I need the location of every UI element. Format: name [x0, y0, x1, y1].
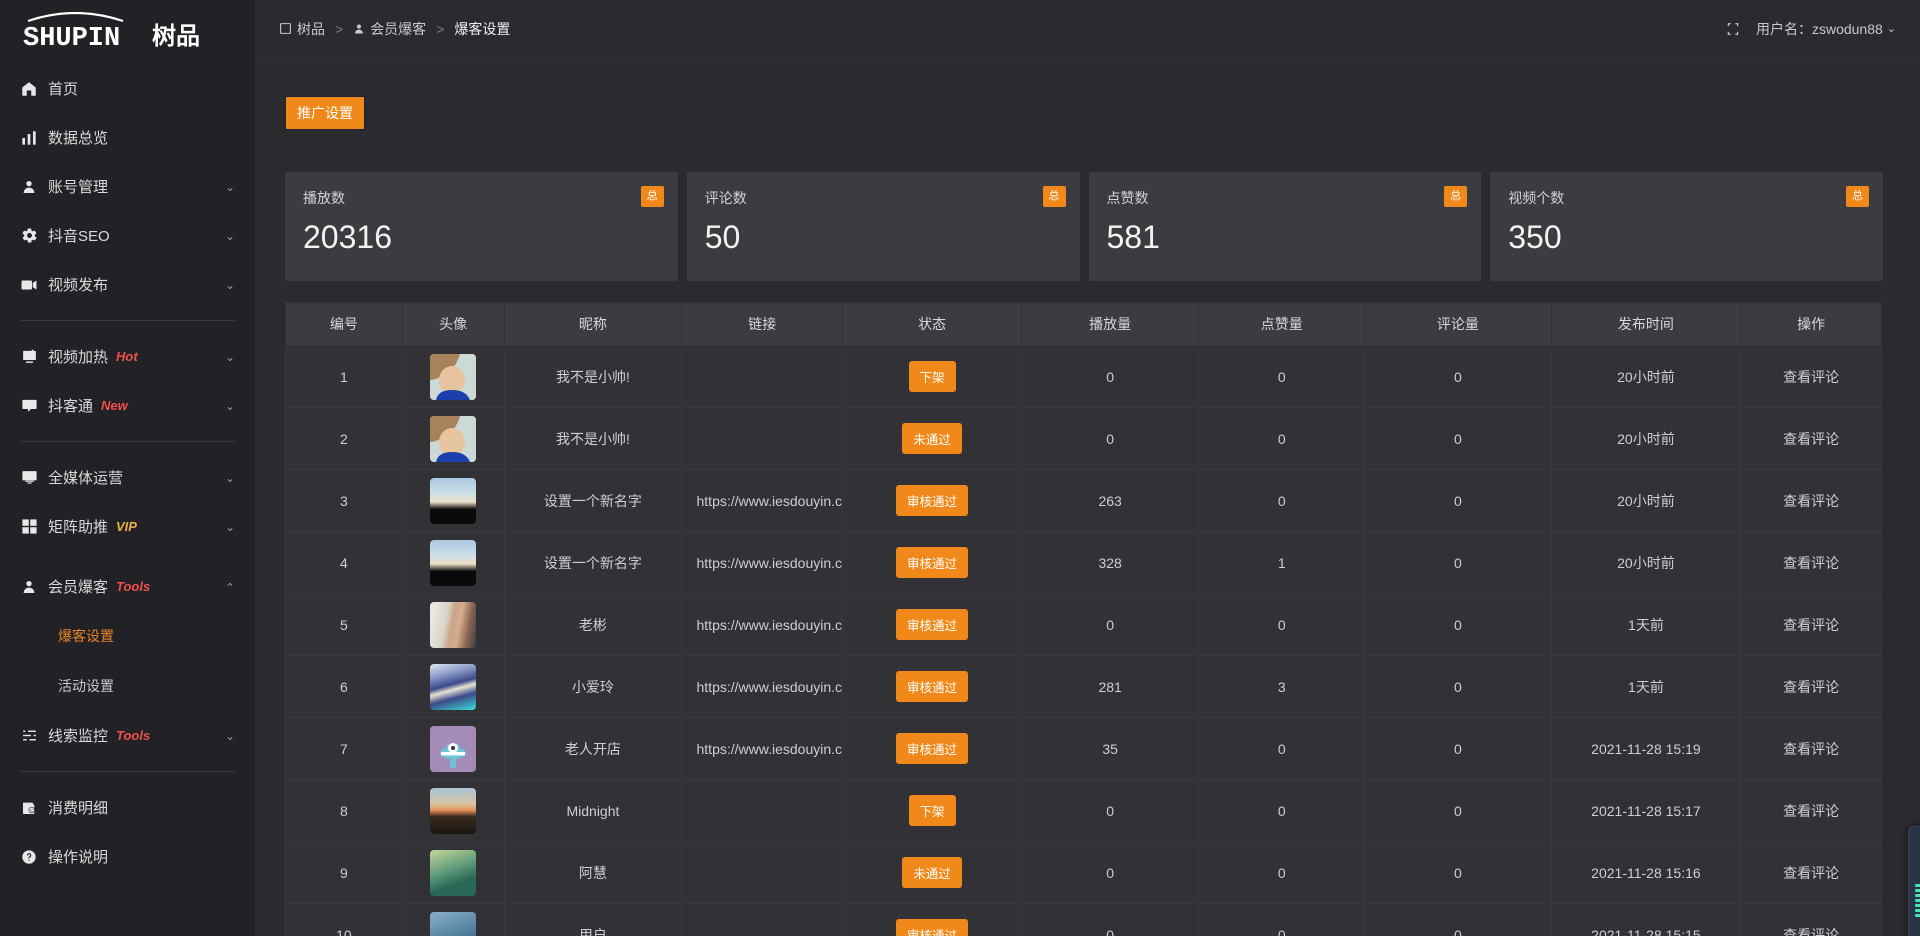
svg-text:C: C — [30, 808, 33, 812]
svg-text:SHUPIN: SHUPIN — [23, 24, 120, 52]
svg-text:树品: 树品 — [152, 23, 200, 50]
